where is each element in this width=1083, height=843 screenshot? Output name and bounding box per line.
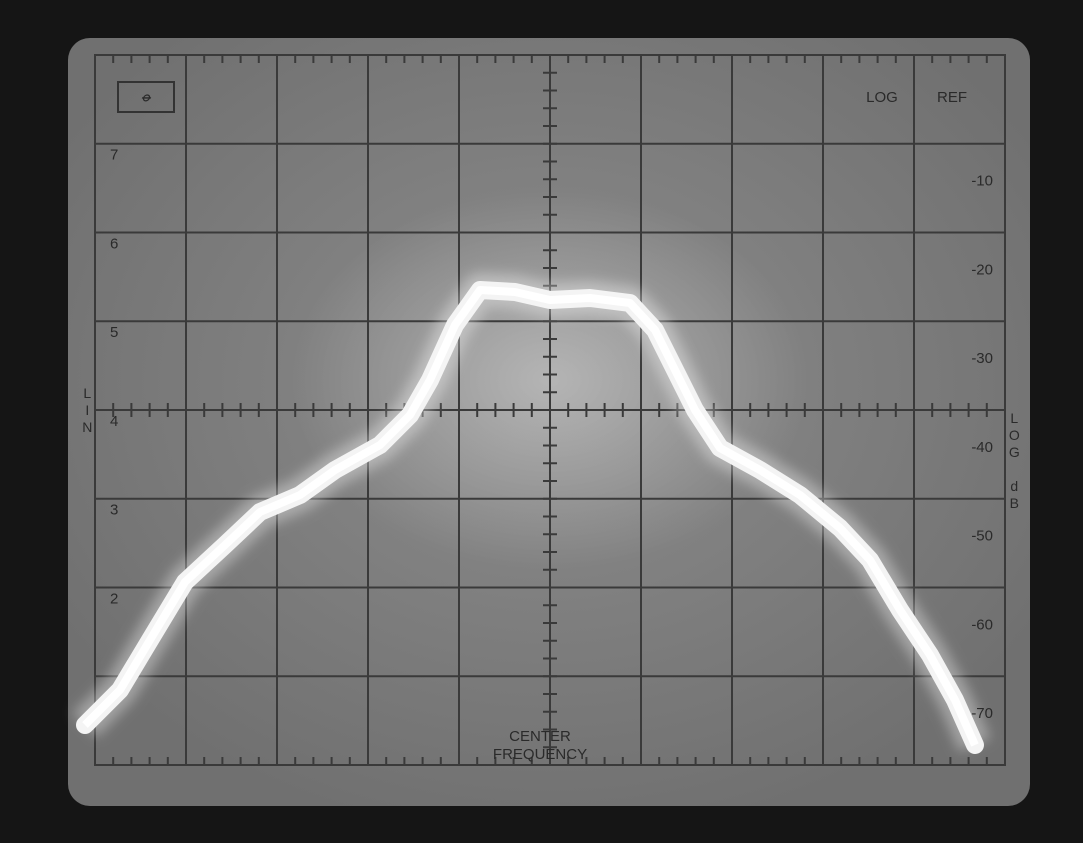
top-label: LOG	[866, 89, 898, 106]
left-scale-label: 7	[110, 147, 118, 164]
left-scale-label: 6	[110, 235, 118, 252]
right-scale-label: -20	[971, 261, 993, 278]
center-label: FREQUENCY	[493, 746, 587, 763]
top-label: REF	[937, 89, 967, 106]
right-axis-label: LOG dB	[1006, 410, 1022, 512]
center-label: CENTER	[509, 728, 571, 745]
trace-core	[82, 286, 979, 747]
left-scale-label: 5	[110, 324, 118, 341]
right-scale-label: -10	[971, 173, 993, 190]
right-scale-label: -40	[971, 439, 993, 456]
logo-mark: ⦵	[140, 88, 153, 105]
trace	[72, 273, 991, 754]
right-scale-label: -70	[971, 705, 993, 722]
right-scale-label: -60	[971, 616, 993, 633]
left-axis-label: LIN	[79, 385, 95, 436]
right-scale-label: -50	[971, 528, 993, 545]
left-scale-label: 3	[110, 502, 118, 519]
graticule	[94, 54, 1006, 766]
right-scale-label: -30	[971, 350, 993, 367]
left-scale-label: 4	[110, 413, 118, 430]
logo-box	[117, 81, 175, 113]
left-scale-label: 2	[110, 590, 118, 607]
